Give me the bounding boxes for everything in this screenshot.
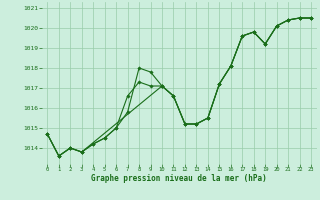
X-axis label: Graphe pression niveau de la mer (hPa): Graphe pression niveau de la mer (hPa) (91, 174, 267, 183)
